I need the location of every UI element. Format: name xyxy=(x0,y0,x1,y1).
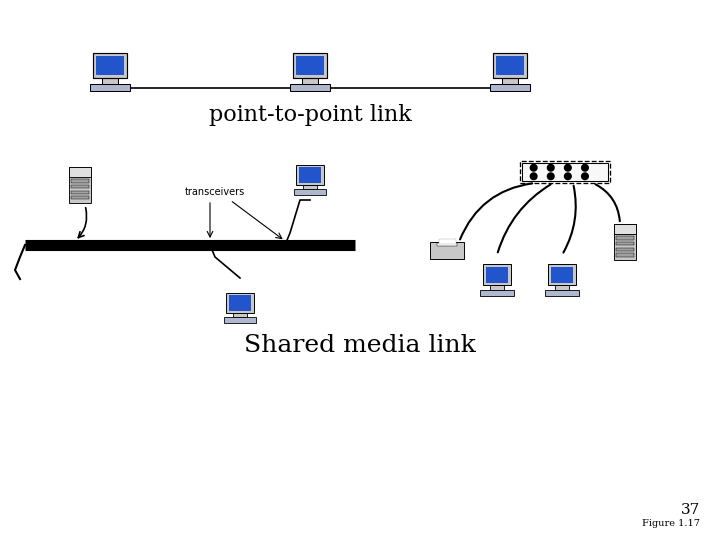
Text: Shared media link: Shared media link xyxy=(244,334,476,356)
Circle shape xyxy=(564,173,571,180)
FancyBboxPatch shape xyxy=(69,167,91,202)
FancyBboxPatch shape xyxy=(132,241,148,249)
Text: 37: 37 xyxy=(680,503,700,517)
FancyBboxPatch shape xyxy=(616,248,634,251)
FancyBboxPatch shape xyxy=(71,191,89,194)
FancyBboxPatch shape xyxy=(303,185,317,190)
Circle shape xyxy=(531,173,537,180)
FancyBboxPatch shape xyxy=(438,239,456,244)
FancyBboxPatch shape xyxy=(502,78,518,84)
FancyBboxPatch shape xyxy=(480,289,514,296)
FancyBboxPatch shape xyxy=(548,264,576,285)
FancyBboxPatch shape xyxy=(102,78,118,84)
FancyBboxPatch shape xyxy=(485,267,508,282)
FancyBboxPatch shape xyxy=(299,167,321,183)
Circle shape xyxy=(564,164,571,171)
FancyBboxPatch shape xyxy=(430,241,464,259)
FancyBboxPatch shape xyxy=(493,53,527,78)
FancyBboxPatch shape xyxy=(277,241,293,249)
FancyBboxPatch shape xyxy=(555,285,569,289)
FancyBboxPatch shape xyxy=(71,179,89,183)
FancyBboxPatch shape xyxy=(71,196,89,199)
FancyBboxPatch shape xyxy=(496,56,523,75)
Text: point-to-point link: point-to-point link xyxy=(209,104,411,126)
Circle shape xyxy=(582,173,588,180)
Circle shape xyxy=(582,164,588,171)
FancyBboxPatch shape xyxy=(297,165,323,185)
FancyBboxPatch shape xyxy=(293,53,327,78)
FancyBboxPatch shape xyxy=(616,253,634,256)
FancyBboxPatch shape xyxy=(67,241,83,249)
FancyBboxPatch shape xyxy=(294,190,326,195)
FancyBboxPatch shape xyxy=(490,285,504,289)
Text: Figure 1.17: Figure 1.17 xyxy=(642,519,700,529)
Text: transceivers: transceivers xyxy=(185,187,245,197)
FancyBboxPatch shape xyxy=(229,295,251,310)
FancyBboxPatch shape xyxy=(224,318,256,323)
FancyBboxPatch shape xyxy=(297,56,324,75)
FancyBboxPatch shape xyxy=(483,264,511,285)
FancyBboxPatch shape xyxy=(202,241,218,249)
FancyBboxPatch shape xyxy=(302,78,318,84)
FancyBboxPatch shape xyxy=(71,185,89,188)
Circle shape xyxy=(531,164,537,171)
FancyBboxPatch shape xyxy=(613,224,636,234)
Circle shape xyxy=(547,173,554,180)
Circle shape xyxy=(547,164,554,171)
FancyBboxPatch shape xyxy=(290,84,330,91)
FancyBboxPatch shape xyxy=(226,293,253,313)
FancyBboxPatch shape xyxy=(613,224,636,260)
FancyBboxPatch shape xyxy=(233,313,247,318)
FancyBboxPatch shape xyxy=(551,267,573,282)
FancyBboxPatch shape xyxy=(616,242,634,245)
FancyBboxPatch shape xyxy=(545,289,579,296)
FancyBboxPatch shape xyxy=(437,243,457,246)
FancyBboxPatch shape xyxy=(90,84,130,91)
FancyBboxPatch shape xyxy=(490,84,530,91)
FancyBboxPatch shape xyxy=(69,167,91,177)
FancyBboxPatch shape xyxy=(93,53,127,78)
FancyBboxPatch shape xyxy=(96,56,124,75)
FancyBboxPatch shape xyxy=(616,237,634,240)
FancyBboxPatch shape xyxy=(522,164,608,180)
